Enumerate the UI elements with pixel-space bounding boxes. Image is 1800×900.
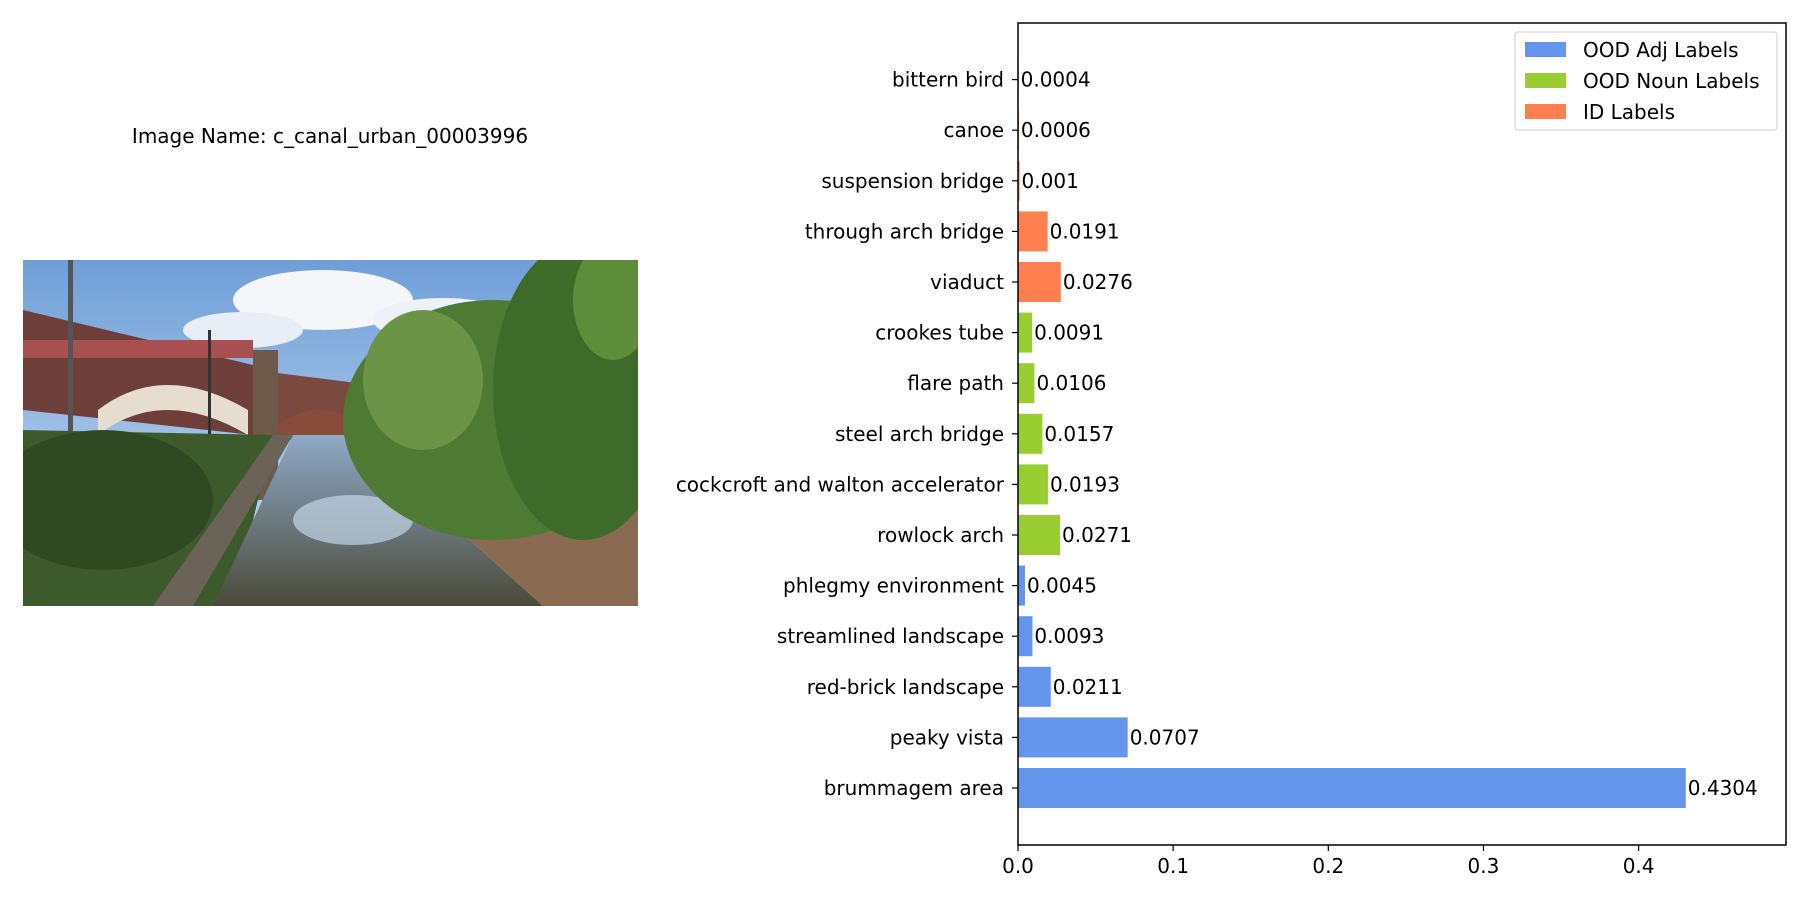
bar: [1018, 160, 1020, 201]
y-tick-label: cockcroft and walton accelerator: [676, 472, 1005, 496]
y-tick-label: through arch bridge: [805, 219, 1004, 243]
x-tick-label: 0.1: [1157, 854, 1189, 878]
legend-label: ID Labels: [1583, 100, 1675, 124]
bar-value-label: 0.0193: [1050, 472, 1120, 496]
bar: [1018, 211, 1048, 252]
legend-box: [1514, 31, 1778, 131]
legend-swatch: [1525, 104, 1566, 119]
bar: [1018, 717, 1128, 758]
legend-label: OOD Noun Labels: [1583, 69, 1760, 93]
bar-value-label: 0.0106: [1036, 371, 1106, 395]
bar-value-label: 0.0191: [1050, 219, 1120, 243]
bar: [1018, 515, 1061, 555]
bar-value-label: 0.001: [1022, 169, 1079, 193]
legend-swatch: [1525, 73, 1566, 88]
bar: [1018, 565, 1025, 606]
y-tick-label: streamlined landscape: [777, 624, 1004, 648]
y-tick-label: viaduct: [930, 270, 1004, 294]
bar: [1018, 262, 1061, 302]
labels-group: 0.4304 0.0707 0.0211 0.0093 0.0045 0.0271 0.01…: [1021, 68, 1758, 800]
bar: [1018, 768, 1686, 808]
x-tick-label: 0.0: [1002, 854, 1034, 878]
y-tick-label: phlegmy environment: [783, 574, 1004, 598]
y-tick-label: crookes tube: [875, 321, 1004, 345]
bar-value-label: 0.0276: [1063, 270, 1133, 294]
x-tick-label: 0.3: [1468, 854, 1500, 878]
legend-swatch: [1525, 42, 1566, 57]
bar: [1018, 312, 1033, 353]
bar-value-label: 0.0093: [1034, 624, 1104, 648]
bar: [1018, 666, 1051, 707]
canal-photo: [23, 260, 638, 606]
axes-group: brummagem area peaky vista red-brick lands…: [676, 22, 1787, 878]
y-tick-label: rowlock arch: [877, 523, 1004, 547]
y-tick-label: red-brick landscape: [807, 675, 1004, 699]
bar: [1018, 363, 1035, 404]
legend: OOD Adj Labels OOD Noun Labels ID Labels: [1514, 31, 1778, 131]
plot-frame: [1017, 22, 1787, 846]
bar-value-label: 0.0271: [1062, 523, 1132, 547]
y-tick-label: flare path: [907, 371, 1004, 395]
y-tick-label: brummagem area: [824, 776, 1004, 800]
x-tick-label: 0.2: [1312, 854, 1344, 878]
bar-value-label: 0.0157: [1044, 422, 1114, 446]
bar-value-label: 0.0211: [1053, 675, 1123, 699]
bar: [1018, 413, 1043, 454]
bar-value-label: 0.0004: [1021, 68, 1091, 92]
legend-label: OOD Adj Labels: [1583, 38, 1739, 62]
y-tick-label: steel arch bridge: [835, 422, 1004, 446]
bar: [1018, 616, 1033, 657]
bar: [1018, 464, 1048, 505]
x-tick-label: 0.4: [1623, 854, 1655, 878]
bar-value-label: 0.0045: [1027, 574, 1097, 598]
y-tick-label: suspension bridge: [821, 169, 1004, 193]
bar-value-label: 0.0707: [1130, 725, 1200, 749]
y-tick-label: canoe: [944, 118, 1004, 142]
bar-value-label: 0.4304: [1688, 776, 1758, 800]
bars-group: [1018, 59, 1686, 808]
y-tick-label: bittern bird: [892, 68, 1004, 92]
image-name-label: Image Name: c_canal_urban_00003996: [131, 124, 529, 148]
bar-value-label: 0.0006: [1021, 118, 1091, 142]
bar-value-label: 0.0091: [1034, 321, 1104, 345]
y-tick-label: peaky vista: [890, 725, 1004, 749]
